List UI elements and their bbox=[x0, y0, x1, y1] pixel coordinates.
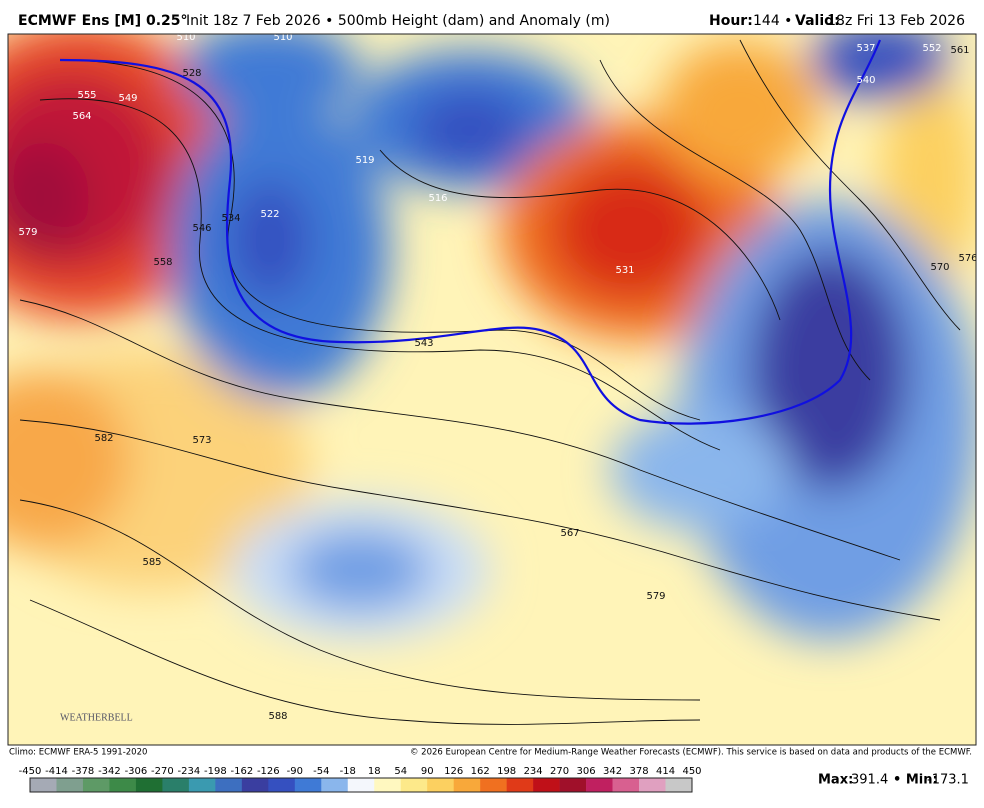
colorbar-label: 234 bbox=[524, 766, 543, 777]
colorbar-cell bbox=[427, 778, 454, 792]
contour-label: 555 bbox=[77, 90, 96, 101]
colorbar-label: 90 bbox=[421, 766, 434, 777]
climo-note: Climo: ECMWF ERA-5 1991-2020 bbox=[9, 748, 147, 758]
map: 555 549 564 579 546 534 522 528 510 510 558 543 531 5… bbox=[8, 32, 977, 745]
colorbar-frame bbox=[29, 777, 693, 793]
contour-label: 510 bbox=[176, 32, 195, 43]
contour-540 bbox=[59, 39, 882, 425]
colorbar-cell bbox=[586, 778, 613, 792]
contour-label: 528 bbox=[182, 68, 201, 79]
colorbar-label: -270 bbox=[151, 766, 174, 777]
colorbar-cell bbox=[135, 778, 163, 792]
description: Init 18z 7 Feb 2026 • 500mb Height (dam)… bbox=[186, 13, 610, 29]
contour-label: 588 bbox=[268, 711, 287, 722]
copyright: © 2026 European Centre for Medium-Range … bbox=[410, 748, 972, 758]
contour-label: 561 bbox=[950, 45, 969, 56]
colorbar-label: -18 bbox=[340, 766, 356, 777]
colorbar-label: -54 bbox=[313, 766, 329, 777]
colorbar-label: -126 bbox=[257, 766, 280, 777]
contour-label: 546 bbox=[192, 223, 211, 234]
colorbar-cell bbox=[480, 778, 507, 792]
colorbar-label: 378 bbox=[629, 766, 648, 777]
colorbar-cell bbox=[188, 778, 216, 792]
model-name: ECMWF Ens [M] 0.25° bbox=[18, 13, 188, 29]
contour-label: 564 bbox=[72, 111, 91, 122]
colorbar-cell bbox=[109, 778, 137, 792]
valid-value: 18z Fri 13 Feb 2026 bbox=[827, 13, 965, 29]
colorbar-label: -378 bbox=[72, 766, 95, 777]
contour-label: 558 bbox=[153, 257, 172, 268]
colorbar-label: -198 bbox=[204, 766, 227, 777]
contour-label: 519 bbox=[355, 155, 374, 166]
colorbar-cell bbox=[321, 778, 349, 792]
colorbar-label: 414 bbox=[656, 766, 675, 777]
contour-label: 522 bbox=[260, 209, 279, 220]
valid-label: Valid: bbox=[795, 13, 840, 29]
max-value: 391.4 bbox=[851, 773, 888, 788]
colorbar-label: -414 bbox=[45, 766, 68, 777]
min-value: -173.1 bbox=[927, 773, 969, 788]
colorbar-label: -234 bbox=[178, 766, 201, 777]
contour-label: 516 bbox=[428, 193, 447, 204]
colorbar-cell bbox=[374, 778, 402, 792]
colorbar-label: -162 bbox=[230, 766, 253, 777]
contour-label: 579 bbox=[18, 227, 37, 238]
colorbar-cell bbox=[82, 778, 110, 792]
hour-value: 144 • bbox=[753, 13, 792, 29]
colorbar-cell bbox=[665, 778, 693, 792]
contour-label: 585 bbox=[142, 557, 161, 568]
contour-label: 543 bbox=[414, 338, 433, 349]
contour-label: 510 bbox=[273, 32, 292, 43]
colorbar-label: 18 bbox=[368, 766, 381, 777]
contour-label: 531 bbox=[615, 265, 634, 276]
colorbar-label: 342 bbox=[603, 766, 622, 777]
contour-label: 537 bbox=[856, 43, 875, 54]
contour-label: 582 bbox=[94, 433, 113, 444]
hour-label: Hour: bbox=[709, 13, 753, 29]
contour-label: 567 bbox=[560, 528, 579, 539]
contour-label: 549 bbox=[118, 93, 137, 104]
colorbar-label: -306 bbox=[125, 766, 148, 777]
contour-label: 534 bbox=[221, 213, 240, 224]
colorbar-cell bbox=[241, 778, 269, 792]
map-frame bbox=[7, 33, 977, 746]
colorbar-label: -450 bbox=[19, 766, 42, 777]
colorbar-cell bbox=[30, 778, 57, 792]
colorbar-cell bbox=[559, 778, 587, 792]
colorbar-label: 126 bbox=[444, 766, 463, 777]
colorbar-cell bbox=[612, 778, 640, 792]
contour-label: 576 bbox=[958, 253, 977, 264]
colorbar-cell bbox=[639, 778, 666, 792]
min-label: • Min: bbox=[893, 773, 938, 788]
colorbar-label: 162 bbox=[471, 766, 490, 777]
max-label: Max: bbox=[818, 773, 853, 788]
contour-label: 540 bbox=[856, 75, 875, 86]
colorbar-cell bbox=[453, 778, 481, 792]
colorbar-cell bbox=[400, 778, 428, 792]
colorbar-cell bbox=[533, 778, 560, 792]
colorbar-label: 54 bbox=[394, 766, 407, 777]
colorbar-cell bbox=[347, 778, 375, 792]
colorbar-label: 198 bbox=[497, 766, 516, 777]
colorbar-label: -342 bbox=[98, 766, 121, 777]
colorbar-cell bbox=[506, 778, 534, 792]
colorbar-cell bbox=[56, 778, 84, 792]
colorbar-label: -90 bbox=[287, 766, 303, 777]
logo: WEATHERBELL bbox=[60, 712, 133, 723]
colorbar-cell bbox=[215, 778, 243, 792]
contour-label: 579 bbox=[646, 591, 665, 602]
contour-label: 573 bbox=[192, 435, 211, 446]
colorbar-label: 450 bbox=[682, 766, 701, 777]
contour-label: 552 bbox=[922, 43, 941, 54]
colorbar-cell bbox=[294, 778, 322, 792]
colorbar-cell bbox=[268, 778, 296, 792]
colorbar-label: 306 bbox=[577, 766, 596, 777]
colorbar-label: 270 bbox=[550, 766, 569, 777]
contour-label: 570 bbox=[930, 262, 949, 273]
colorbar-cell bbox=[162, 778, 190, 792]
